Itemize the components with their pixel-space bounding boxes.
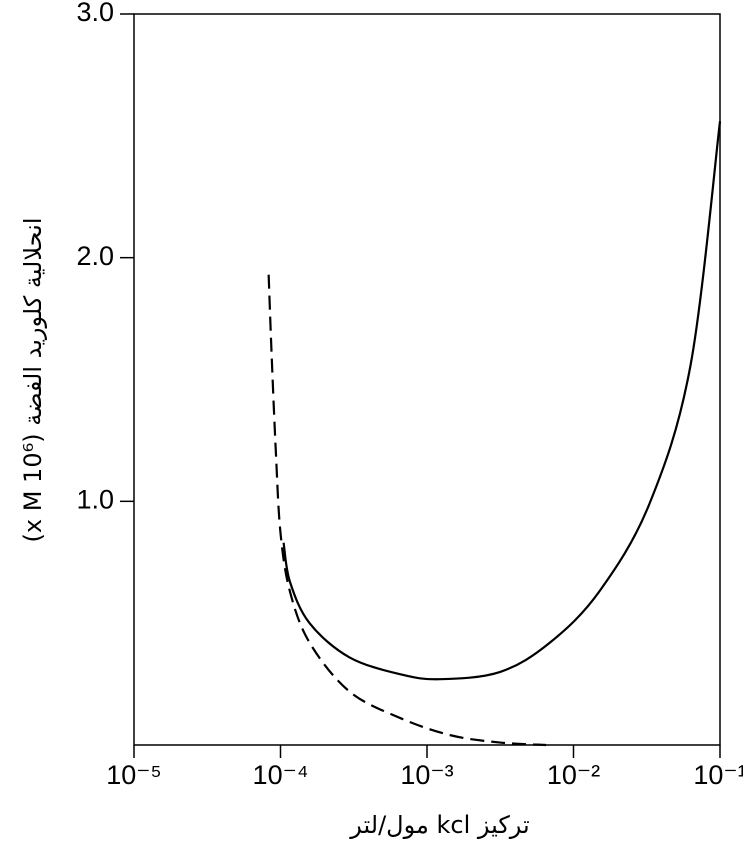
plot-frame (133, 13, 721, 746)
data-line (267, 274, 547, 747)
x-axis-label: تركيز kcl مول/لتر (349, 811, 529, 839)
data-line (282, 121, 722, 681)
x-tick-label: 10⁻⁵ (106, 760, 161, 790)
y-tick-label: 1.0 (76, 484, 114, 514)
x-tick-label: 10⁻³ (400, 760, 453, 790)
y-tick-label: 2.0 (76, 241, 114, 271)
x-tick-label: 10⁻¹ (693, 760, 743, 790)
y-axis-label: انحلالية كلوريد الفضة (10⁶ x M) (19, 217, 47, 542)
y-tick-label: 3.0 (76, 0, 114, 27)
x-tick-label: 10⁻⁴ (253, 760, 309, 790)
x-tick-label: 10⁻² (547, 760, 600, 790)
